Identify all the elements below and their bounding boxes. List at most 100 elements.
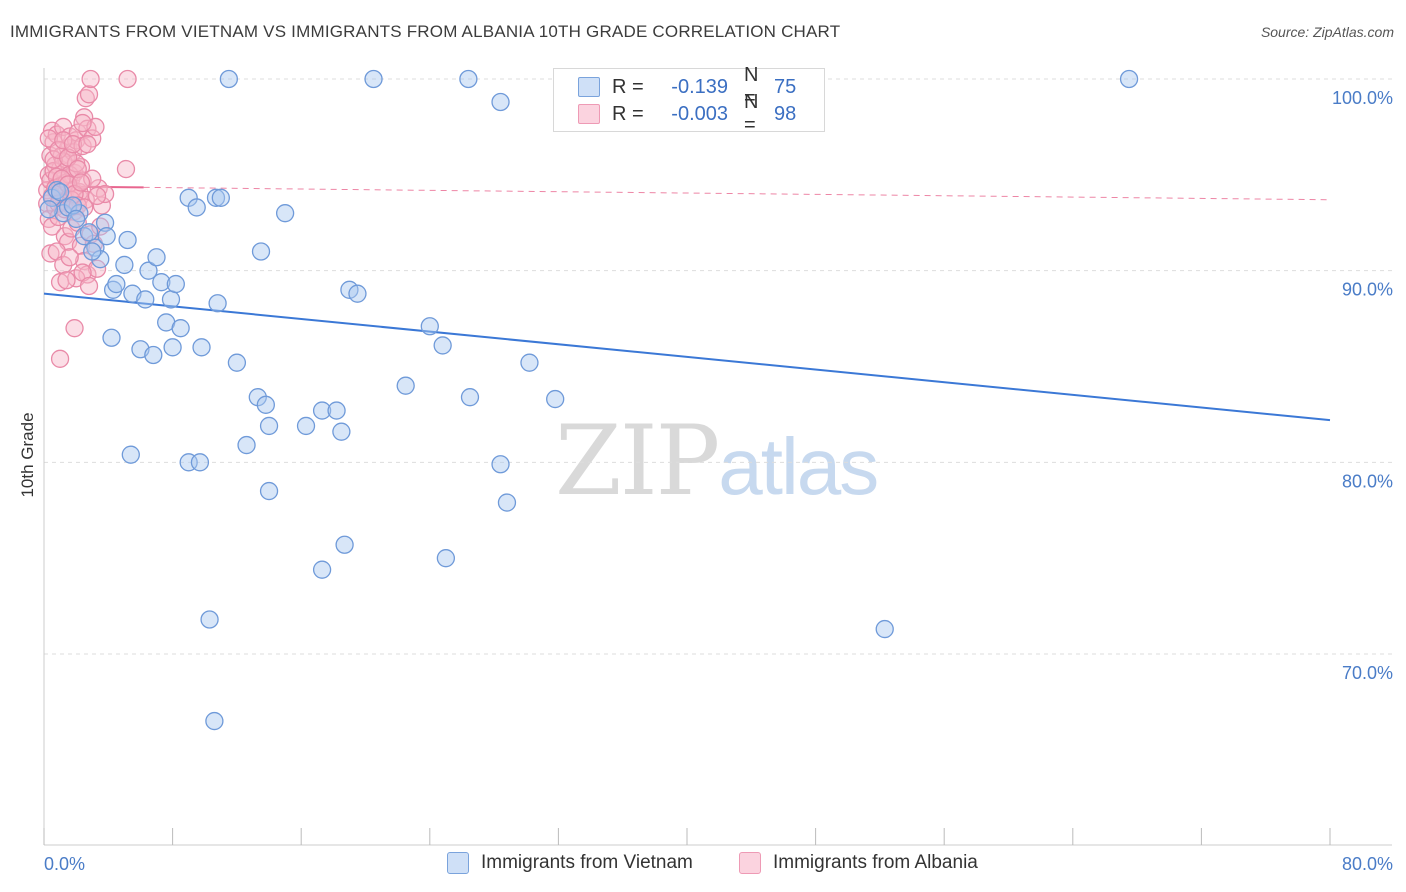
trend-line: [43, 292, 1331, 422]
watermark-atlas: atlas: [718, 422, 879, 511]
data-point: [68, 159, 87, 179]
data-point: [107, 274, 126, 294]
legend-label-albania: Immigrants from Albania: [773, 852, 978, 873]
legend-swatch-albania: [578, 104, 600, 124]
watermark-zip: ZIP: [555, 405, 720, 517]
data-point: [79, 223, 99, 242]
data-point: [227, 353, 247, 372]
legend-swatch-vietnam: [578, 77, 600, 97]
legend-swatch-albania: [739, 852, 761, 874]
data-point: [121, 445, 140, 464]
data-point: [875, 619, 894, 639]
trend-line-dashed: [143, 186, 1331, 201]
legend-row-vietnam: R = -0.139 N = 75: [578, 64, 796, 109]
data-point: [116, 159, 136, 179]
data-point: [87, 186, 107, 206]
y-tick-label: 70.0%: [1342, 663, 1393, 683]
grid-lines: [44, 78, 1392, 655]
legend-r-label: R =: [612, 75, 644, 98]
data-point: [312, 401, 332, 420]
y-tick-label: 90.0%: [1342, 280, 1393, 300]
legend-n-label: N =: [744, 64, 759, 109]
data-point: [144, 345, 163, 365]
trend-lines: [43, 185, 1331, 422]
data-point: [73, 113, 92, 133]
data-point: [163, 338, 182, 357]
y-tick-label: 100.0%: [1332, 88, 1393, 108]
data-point: [102, 328, 121, 347]
data-point: [459, 69, 478, 89]
data-point: [1119, 69, 1139, 89]
data-point: [63, 135, 83, 154]
data-point: [237, 435, 256, 455]
data-point: [118, 69, 137, 89]
stats-legend: R = -0.139 N = 75 R = -0.003 N = 98: [553, 64, 825, 136]
data-point: [259, 481, 279, 501]
data-point: [327, 401, 346, 420]
data-point: [251, 242, 271, 261]
data-point: [41, 244, 60, 263]
data-point: [332, 422, 351, 441]
data-point: [83, 169, 102, 188]
data-point: [171, 319, 190, 338]
data-point: [491, 92, 510, 112]
data-point: [103, 280, 123, 299]
data-point: [206, 188, 226, 207]
data-point: [65, 319, 84, 338]
data-point: [335, 535, 354, 554]
legend-n-label: N =: [744, 91, 759, 136]
data-point: [520, 353, 539, 372]
data-point: [60, 248, 79, 267]
data-point: [166, 274, 185, 294]
data-point: [54, 131, 73, 150]
data-point: [312, 560, 332, 579]
data-point: [546, 389, 565, 409]
source-label: Source: ZipAtlas.com: [1260, 24, 1394, 40]
data-point: [152, 273, 171, 292]
data-point: [139, 261, 158, 280]
data-point: [256, 395, 275, 414]
data-point: [205, 711, 224, 731]
data-point: [71, 173, 91, 192]
data-point: [118, 230, 137, 250]
data-point: [50, 349, 70, 368]
axes: [43, 68, 1392, 846]
data-point: [433, 336, 452, 355]
legend-r-value: -0.139: [671, 75, 728, 98]
data-point: [50, 273, 70, 292]
data-point: [219, 69, 239, 89]
data-point: [497, 493, 517, 512]
data-point: [95, 213, 115, 232]
data-point: [192, 338, 211, 357]
legend-row-albania: R = -0.003 N = 98: [578, 91, 797, 136]
data-point: [63, 196, 83, 215]
data-point: [259, 416, 279, 436]
legend-r-label: R =: [612, 102, 644, 125]
data-point: [57, 271, 76, 290]
data-point: [296, 416, 316, 436]
data-point: [79, 85, 99, 104]
data-point: [208, 294, 227, 313]
x-tick-label: 0.0%: [44, 854, 85, 874]
data-point: [147, 248, 166, 267]
data-point: [491, 455, 510, 474]
y-tick-label: 80.0%: [1342, 471, 1393, 491]
data-point: [211, 188, 230, 207]
data-point: [83, 129, 102, 148]
x-tick-label: 80.0%: [1342, 854, 1393, 874]
tick-labels: 100.0% 90.0% 80.0% 70.0% 0.0% 80.0%: [44, 88, 1393, 874]
data-point: [396, 376, 415, 395]
legend-r-value: -0.003: [671, 102, 728, 125]
data-point: [81, 69, 100, 89]
data-point: [460, 388, 480, 407]
legend-n-value: 98: [774, 102, 797, 125]
watermark: ZIPatlas: [555, 405, 879, 517]
series-legend-albania: Immigrants from Albania: [739, 852, 978, 874]
data-point: [39, 200, 58, 219]
data-point: [47, 181, 67, 200]
y-axis-label: 10th Grade: [18, 412, 37, 497]
data-point: [78, 135, 97, 154]
data-point: [187, 198, 206, 217]
data-point: [348, 284, 367, 303]
